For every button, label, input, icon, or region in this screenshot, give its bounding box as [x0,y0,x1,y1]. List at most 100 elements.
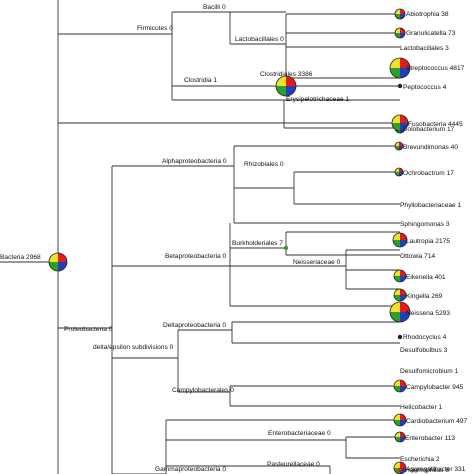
cardiobacterium-pie-slice [394,420,400,426]
fusobacteria-pie [391,114,409,132]
tree-edges [0,0,400,474]
abiotrophia-pie-slice [400,9,405,14]
fusobacteria-pie-slice [400,123,408,131]
enterobacter-pie-slice [395,437,400,442]
aggregatibacter-pie-outline [393,461,407,474]
taxon-haemophilus-label: Haemophilus 8 [405,467,449,474]
taxon-ottowia-label: Ottowia 714 [400,253,436,260]
clostridiales-pie-slice [276,86,286,96]
taxon-clostridiales-label: Clostridiales 3386 [260,71,313,78]
fusobacteria-pie-outline [391,114,409,132]
eikenella-pie-slice [394,276,400,282]
neisseria-pie-slice [390,312,400,322]
aggregatibacter-pie-slice [394,462,400,468]
taxon-peptococcus-label: Peptococcus 4 [403,84,447,91]
taxon-alphaproteobacteria-label: Alphaproteobacteria 0 [162,158,227,165]
taxon-cardiobacterium-label: Cardiobacterium 497 [406,418,468,425]
node-glyphs [48,8,411,474]
fusobacteria-pie-slice [400,115,408,123]
cardiobacterium-pie-slice [394,414,400,420]
campylobacter-pie-slice [394,386,400,392]
eikenella-pie-slice [394,270,400,276]
granulicatella-pie [394,27,406,39]
enterobacter-pie-outline [394,431,406,443]
root-pie [48,252,68,272]
taxon-kingella-label: Kingella 269 [406,293,443,300]
kingella-pie-slice [394,289,400,295]
abiotrophia-pie-slice [395,9,400,14]
taxon-aggregatibacter-label: Aggregatibacter 331 [406,466,466,473]
taxon-fusobacteria-label: Fusobacteria 4445 [408,121,463,128]
taxon-lautropia-label: Lautropia 2175 [406,238,450,245]
clostridiales-pie-slice [286,86,296,96]
root-pie-slice [49,262,58,271]
campylobacter-pie-slice [400,386,406,392]
streptococcus-pie-slice [390,58,400,68]
taxon-campylobacterales-label: Campylobacterales 0 [172,387,234,394]
cardiobacterium-pie-slice [400,414,406,420]
streptococcus-pie-slice [400,58,410,68]
brevundimonas-pie-slice [395,142,399,146]
kingella-pie [393,288,407,302]
taxon-rhodocyclus-label: Rhodocyclus 4 [403,334,447,341]
enterobacter-pie-slice [395,432,400,437]
ochrobactrum-pie-slice [395,168,399,172]
taxon-rhizobiales-label: Rhizobiales 0 [244,161,284,168]
lautropia-pie-slice [400,233,407,240]
lautropia-pie-slice [393,233,400,240]
taxon-clostridia-label: Clostridia 1 [184,77,217,84]
granulicatella-pie-slice [395,28,400,33]
brevundimonas-pie-slice [395,146,399,150]
clostridiales-pie [275,75,297,97]
rhodocyclus-dot [397,334,403,340]
abiotrophia-pie-slice [395,14,400,19]
neisseria-pie [389,301,411,323]
taxon-granulicatella-label: Granulicatella 73 [406,30,456,37]
streptococcus-pie-slice [400,68,410,78]
root-pie-slice [49,253,58,262]
taxon-bacilli-label: Bacilli 0 [203,4,226,11]
abiotrophia-pie-outline [394,8,406,20]
taxon-desulfobulbus-label: Desulfobulbus 3 [400,347,448,354]
enterobacter-pie-slice [400,437,405,442]
eikenella-pie [393,269,407,283]
brevundimonas-pie-slice [399,146,403,150]
taxon-escherichia-label: Escherichia 2 [400,456,440,463]
eikenella-pie-slice [400,276,406,282]
brevundimonas-pie-slice [399,142,403,146]
root-pie-slice [58,253,67,262]
campylobacter-pie-slice [394,380,400,386]
campylobacter-pie [393,379,407,393]
taxon-phyllobacteriaceae-label: Phyllobacteriaceae 1 [400,202,462,209]
streptococcus-pie-slice [390,68,400,78]
taxon-enterobacter-label: Enterobacter 113 [405,435,455,442]
lautropia-pie-slice [400,240,407,247]
kingella-pie-slice [394,295,400,301]
brevundimonas-pie [394,141,404,151]
root-pie-slice [58,262,67,271]
taxon-pasteurellaceae-label: Pasteurellaceae 0 [267,461,320,468]
burkholderiales-dot [283,245,289,251]
root-pie-outline [48,252,68,272]
ochrobactrum-pie-slice [395,172,399,176]
taxon-solobacterium-label: Solobacterium 17 [403,126,455,133]
taxon-sphingomonas-label: Sphingomonas 3 [400,221,450,228]
taxon-abiotrophia-label: Abiotrophia 38 [406,11,449,18]
cardiobacterium-pie [393,413,407,427]
granulicatella-pie-outline [394,27,406,39]
taxon-ochrobactrum-label: Ochrobactrum 17 [403,170,454,177]
taxon-delta-epsilon-label: delta/epsilon subdivisions 0 [93,344,174,351]
abiotrophia-pie-slice [400,14,405,19]
streptococcus-pie [389,57,411,79]
ochrobactrum-pie-slice [399,172,403,176]
taxon-lactobacillales-label: Lactobacillales 0 [235,36,284,43]
taxon-deltaproteobacteria-label: Deltaproteobacteria 0 [163,322,226,329]
taxon-firmicutes-label: Firmicutes 0 [137,25,173,32]
eikenella-pie-slice [400,270,406,276]
enterobacter-pie [394,431,406,443]
tree-labels: Bacteria 2968 Bacilli 0 Firmicutes 0 Lac… [0,4,468,474]
taxon-neisseria-label: Neisseria 5293 [406,310,450,317]
taxon-proteobacteria-label: Proteobacteria 0 [64,326,113,333]
peptococcus-dot [397,83,403,89]
